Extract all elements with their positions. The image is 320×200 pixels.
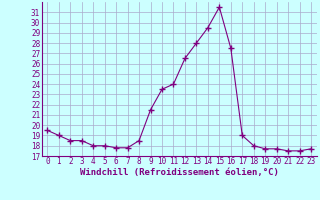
X-axis label: Windchill (Refroidissement éolien,°C): Windchill (Refroidissement éolien,°C) bbox=[80, 168, 279, 177]
